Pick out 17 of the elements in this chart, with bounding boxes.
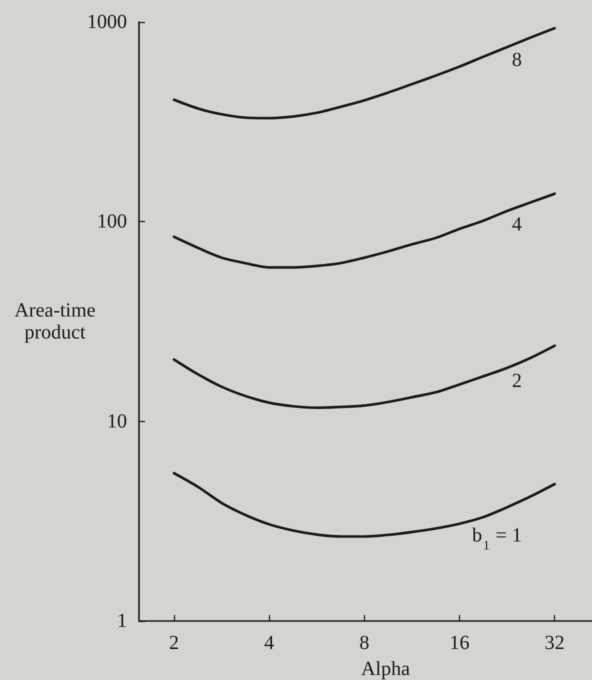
series-label: 2: [512, 370, 522, 392]
line-series: [172, 192, 556, 269]
x-tick-label: 4: [264, 632, 274, 654]
y-tick-label: 10: [107, 410, 127, 432]
x-tick-label: 2: [168, 632, 179, 654]
x-tick-label: 16: [449, 632, 470, 654]
y-tick-label: 100: [97, 210, 127, 233]
series-label: 8: [512, 49, 522, 72]
x-tick-label: 32: [544, 632, 565, 654]
series-label: 4: [512, 213, 522, 236]
line-series: [172, 344, 556, 410]
y-axis-title: Area-time product: [14, 300, 96, 344]
y-tick-label: 1: [117, 610, 127, 632]
x-tick-label: 8: [359, 632, 370, 654]
line-series: [172, 26, 556, 120]
y-tick-label: 1000: [87, 11, 127, 33]
x-axis-title: Alpha: [361, 658, 410, 680]
